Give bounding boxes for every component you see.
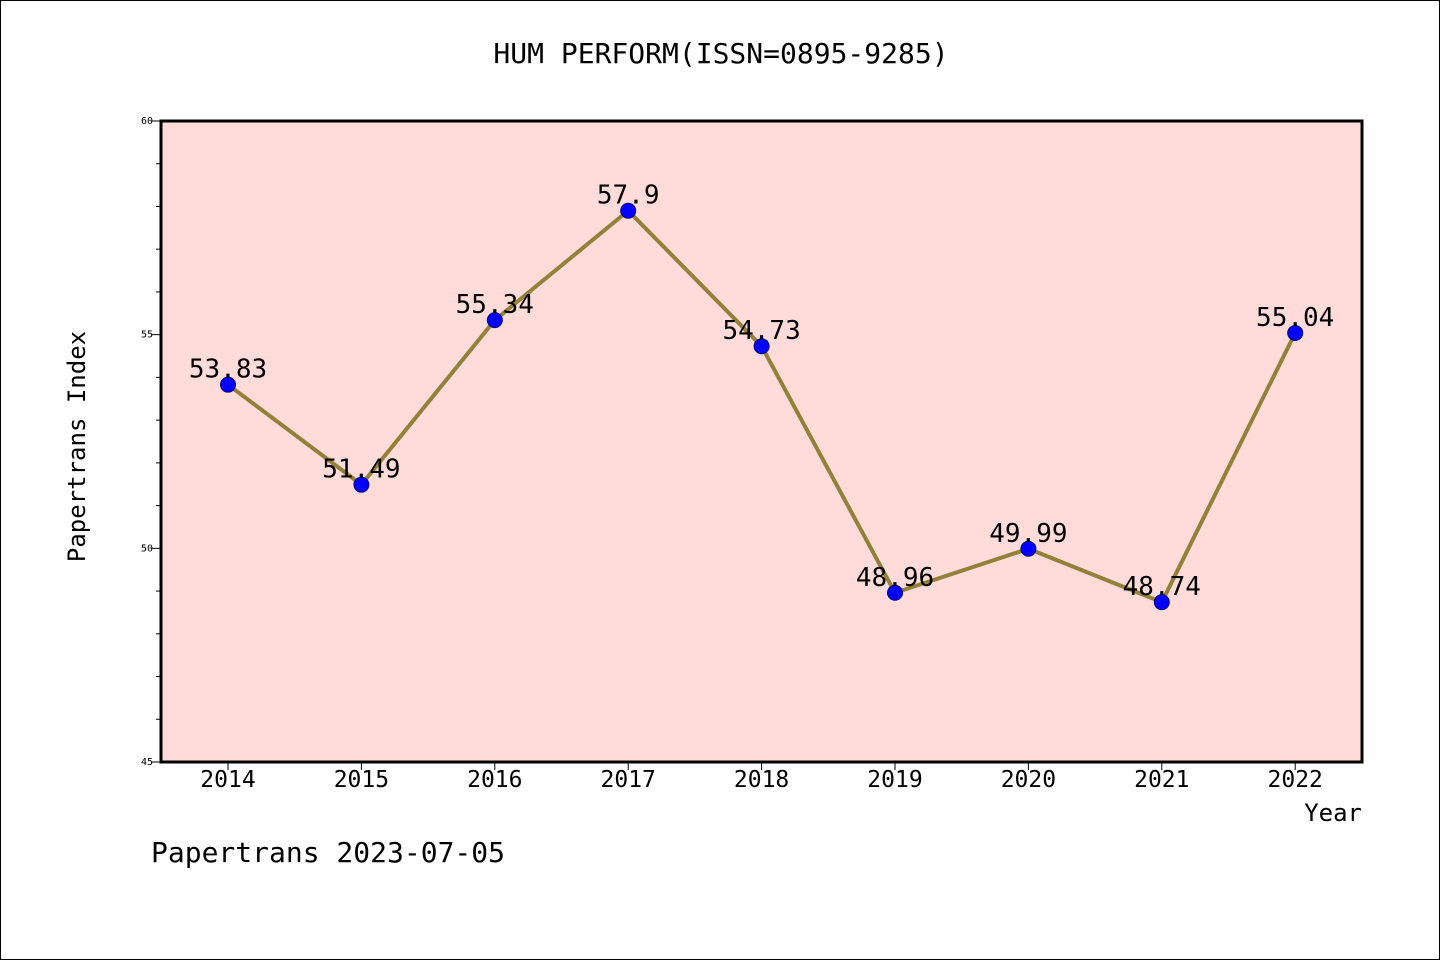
y-axis-ticks: 45 50 55 60 — [141, 116, 161, 768]
series-markers — [220, 202, 1304, 611]
data-label: 57.9 — [597, 181, 660, 211]
x-tick-label: 2022 — [1268, 767, 1323, 793]
data-point — [1287, 324, 1304, 341]
data-label: 55.34 — [456, 290, 534, 320]
x-axis-label: Year — [1304, 799, 1362, 827]
data-point — [887, 584, 903, 601]
data-point — [620, 202, 637, 219]
x-tick-label: 2014 — [200, 767, 255, 793]
data-point — [1020, 540, 1037, 557]
x-tick-label: 2016 — [467, 767, 522, 793]
data-labels: 53.83 51.49 55.34 57.9 54.73 48.96 49.99 48.74 5… — [189, 181, 1334, 602]
x-tick-label: 2020 — [1001, 767, 1056, 793]
y-tick-label: 55 — [141, 330, 153, 341]
chart-title: HUM PERFORM(ISSN=0895-9285) — [493, 37, 949, 70]
y-axis-label: Papertrans Index — [63, 331, 91, 562]
data-point — [753, 338, 770, 355]
data-point — [220, 376, 236, 393]
x-tick-label: 2017 — [601, 767, 656, 793]
data-label: 55.04 — [1256, 303, 1334, 333]
data-label: 48.74 — [1123, 572, 1201, 602]
data-label: 54.73 — [722, 316, 800, 346]
data-label: 51.49 — [322, 455, 400, 485]
x-axis-ticks: 2014 2015 2016 2017 2018 2019 2020 2021 2022 — [200, 762, 1323, 793]
y-tick-label: 60 — [141, 116, 153, 127]
y-tick-label: 50 — [141, 543, 153, 554]
x-tick-label: 2015 — [334, 767, 389, 793]
x-tick-label: 2019 — [867, 767, 922, 793]
x-tick-label: 2018 — [734, 767, 789, 793]
data-label: 53.83 — [189, 355, 267, 385]
plot-border — [159, 119, 1364, 764]
data-point — [353, 476, 370, 493]
data-label: 48.96 — [856, 563, 934, 593]
x-tick-label: 2021 — [1134, 767, 1189, 793]
y-tick-label: 45 — [141, 757, 153, 768]
data-label: 49.99 — [989, 519, 1067, 549]
footer-note: Papertrans 2023-07-05 — [151, 836, 506, 869]
data-point — [1153, 594, 1170, 611]
plot-area — [161, 121, 1362, 762]
data-point — [486, 312, 503, 329]
